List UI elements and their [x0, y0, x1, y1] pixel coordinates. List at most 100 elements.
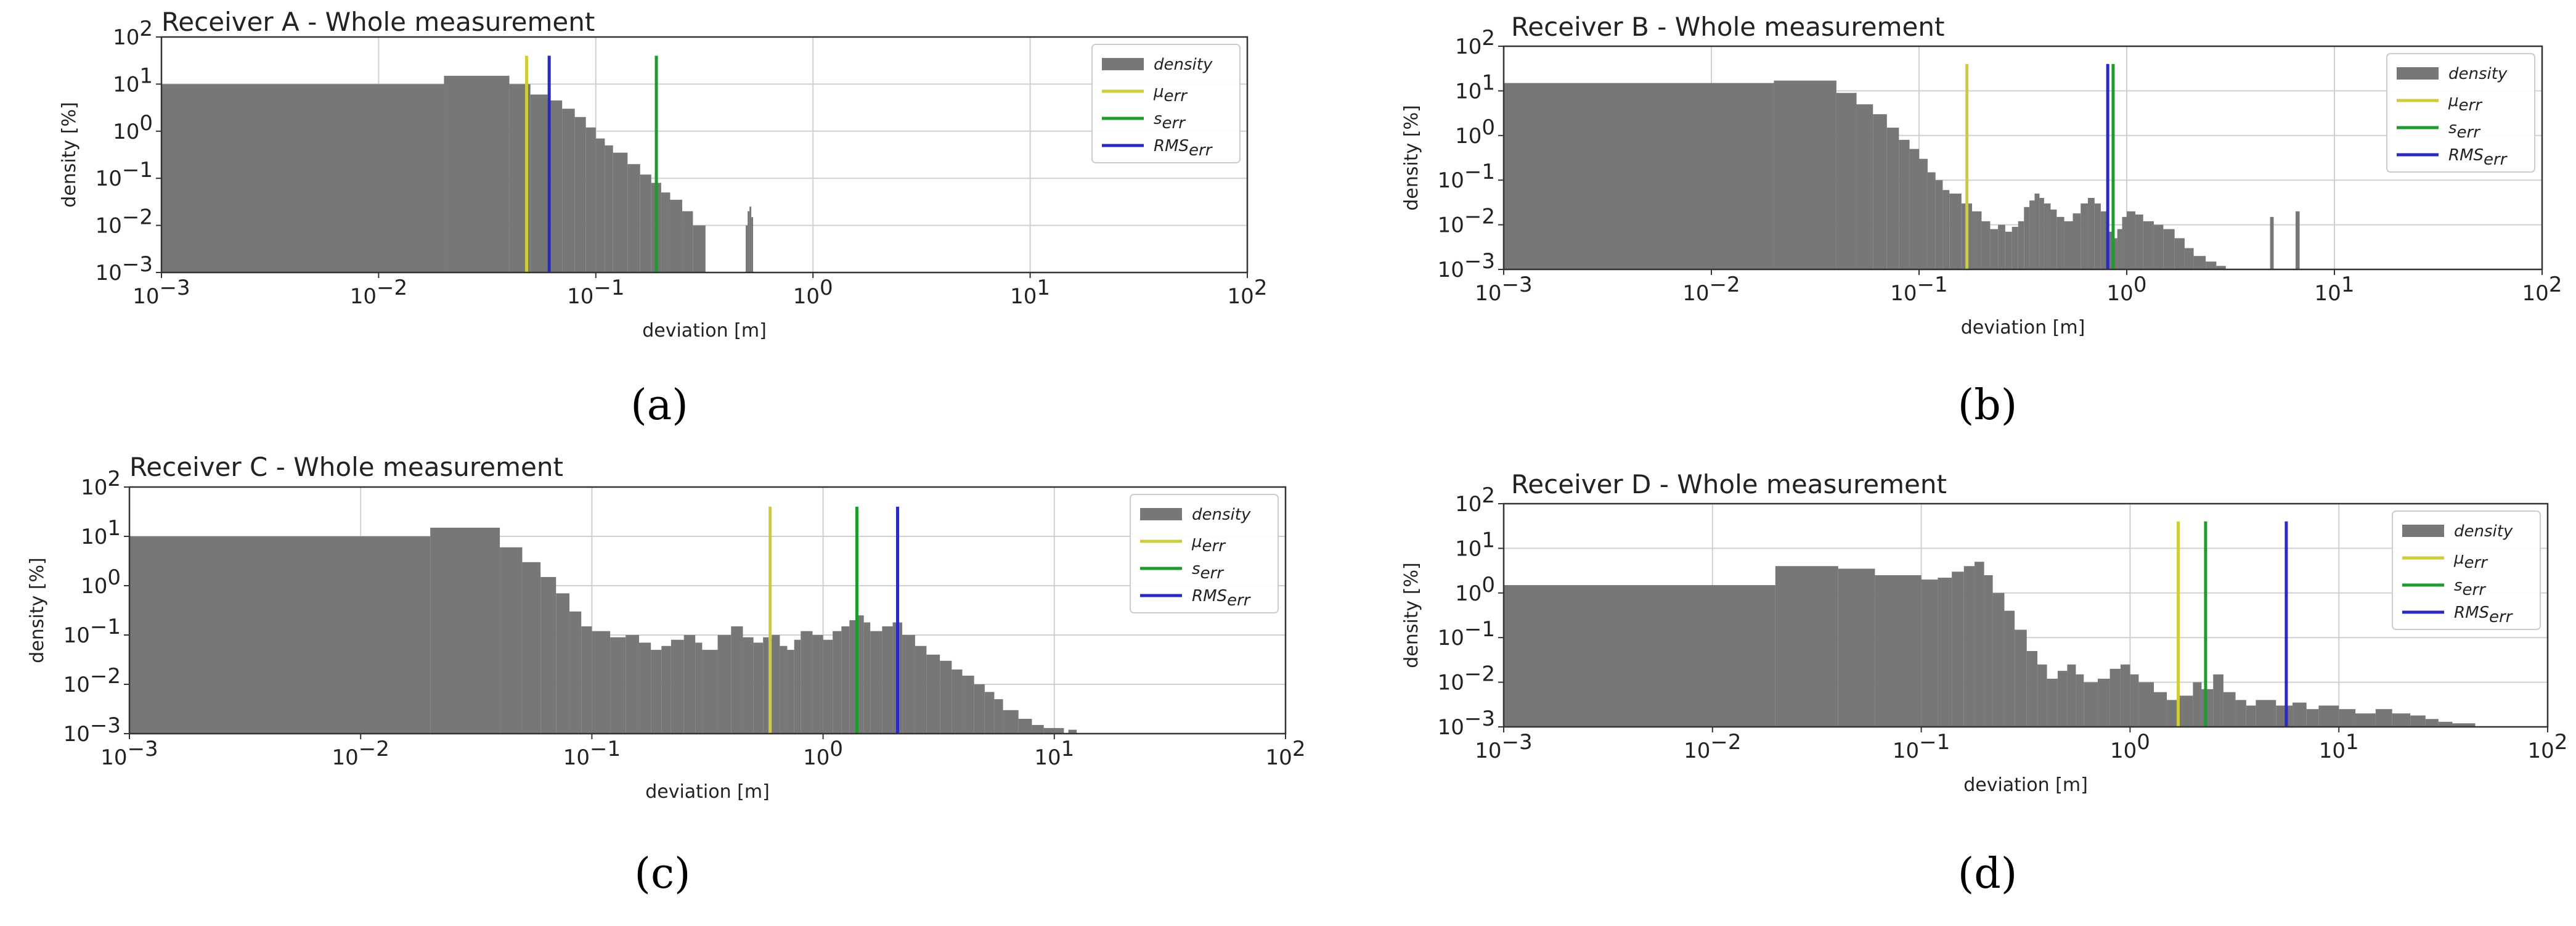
density-bar	[661, 192, 670, 272]
density-bar	[849, 620, 857, 734]
x-tick-label: 10−1	[563, 737, 621, 770]
density-bar	[1873, 114, 1887, 269]
x-tick-label: 10−3	[1475, 272, 1532, 306]
density-bar	[1952, 572, 1964, 727]
density-bar	[994, 699, 1003, 734]
legend-box	[2386, 53, 2535, 173]
legend-mu-err: μerr	[2402, 549, 2488, 572]
density-bar	[2005, 231, 2012, 269]
legend-density: density	[2402, 522, 2513, 541]
density-bar	[743, 637, 754, 734]
density-bar	[2184, 248, 2194, 269]
legend: density μerr serr RMSerr	[1130, 494, 1279, 613]
x-tick-label: 100	[803, 737, 843, 770]
density-bar	[670, 200, 683, 272]
density-bar	[2318, 705, 2339, 727]
density-bar	[2067, 664, 2076, 727]
density-bar	[2039, 198, 2044, 269]
density-bar	[746, 225, 748, 272]
density-bar	[2154, 692, 2167, 727]
density-bar	[2256, 700, 2276, 727]
density-bar	[2143, 221, 2154, 269]
density-bar	[1927, 172, 1936, 269]
panel-d-plot: 10−3 10−2 10−1 100 101 102 10−3 10−2 10−1 100 101 1…	[1401, 483, 2567, 796]
x-tick-label: 10−2	[1684, 730, 1741, 763]
density-bar	[2050, 209, 2057, 269]
density-bar	[857, 615, 864, 734]
density-bar	[161, 84, 444, 272]
density-bar	[823, 639, 833, 734]
density-bar	[1875, 575, 1922, 727]
density-bar	[1998, 224, 2005, 269]
density-bar	[1068, 729, 1077, 734]
y-tick-label: 102	[113, 17, 153, 50]
y-tick-label: 102	[1455, 483, 1495, 517]
density-bars	[1504, 80, 2300, 270]
legend-s-err: serr	[2397, 119, 2481, 142]
legend-box	[1091, 44, 1241, 163]
density-bar	[2122, 216, 2127, 269]
density-bar	[833, 631, 842, 734]
density-bar	[500, 547, 523, 734]
y-tick-label: 102	[81, 467, 121, 500]
density-bar	[870, 631, 882, 734]
density-bar	[1774, 80, 1836, 269]
legend-label: μerr	[1191, 533, 1226, 555]
x-tick-label: 10−3	[100, 737, 158, 770]
density-bar	[530, 94, 548, 272]
density-bar	[605, 145, 613, 272]
density-bar	[962, 675, 974, 734]
density-bar	[1992, 592, 2005, 727]
density-bar	[940, 660, 952, 734]
density-bar	[585, 127, 596, 272]
density-bar	[748, 211, 750, 272]
density-bar	[2106, 231, 2113, 269]
x-axis-label: deviation [m]	[645, 781, 770, 803]
legend: density μerr serr RMSerr	[2392, 510, 2541, 630]
density-bar	[2015, 629, 2027, 727]
density-bar	[2178, 695, 2193, 727]
y-tick-label: 10−3	[1438, 707, 1495, 740]
density-bar	[801, 631, 813, 734]
x-tick-label: 102	[1266, 737, 1306, 770]
panel-d-title: Receiver D - Whole measurement	[1511, 469, 1947, 499]
x-tick-label: 10−2	[1682, 272, 1740, 306]
y-axis-label: density [%]	[26, 557, 48, 663]
legend-mu-err: μerr	[2397, 92, 2483, 115]
legend: density μerr serr RMSerr	[2386, 53, 2535, 173]
x-tick-label: 101	[2319, 730, 2359, 763]
x-tick-label: 10−2	[350, 276, 407, 309]
density-bar	[2235, 700, 2246, 727]
panel-a-caption: (a)	[630, 381, 688, 430]
y-tick-label: 10−2	[1438, 205, 1495, 238]
density-bar	[2153, 224, 2164, 269]
density-bar	[2026, 650, 2038, 727]
y-tick-label: 10−2	[63, 664, 121, 697]
density-bar	[863, 622, 871, 734]
density-bar	[974, 684, 985, 734]
density-bar	[2097, 678, 2110, 727]
density-bar	[574, 117, 586, 272]
panel-c-title: Receiver C - Whole measurement	[129, 452, 563, 482]
density-bar	[651, 650, 662, 734]
y-tick-label: 101	[1455, 528, 1495, 561]
density-bar	[1043, 727, 1064, 734]
legend-label: density	[2454, 522, 2513, 541]
density-bar	[2216, 266, 2226, 269]
density-bar	[1963, 566, 1975, 727]
legend-mu-err: μerr	[1140, 533, 1226, 555]
legend-swatch	[1140, 508, 1182, 520]
legend-rms-err: RMSerr	[1102, 137, 1213, 160]
density-bar	[2018, 221, 2024, 269]
density-bar	[2138, 682, 2154, 727]
density-bar	[1972, 211, 1982, 269]
density-bar	[540, 576, 556, 734]
density-bar	[670, 639, 684, 734]
x-tick-label: 102	[2528, 730, 2568, 763]
legend-label: density	[1192, 506, 1251, 524]
legend-box	[2392, 510, 2541, 630]
density-bar	[2117, 229, 2122, 269]
density-bar	[626, 635, 639, 734]
panel-c-plot: 10−3 10−2 10−1 100 101 102 10−3 10−2 10−1 100 101 1…	[26, 467, 1305, 803]
density-bar	[1032, 724, 1044, 734]
